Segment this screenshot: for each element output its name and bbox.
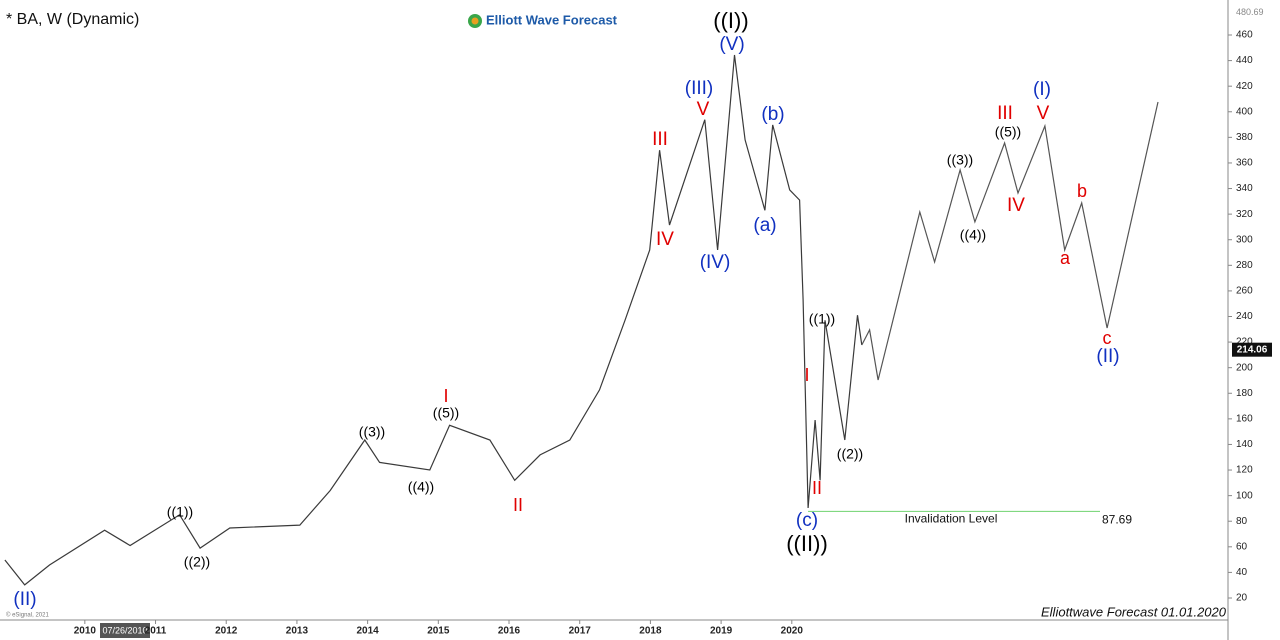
x-tick-label: 2019 (710, 626, 733, 637)
y-tick-label: 160 (1236, 413, 1253, 424)
footer: Elliottwave Forecast 01.01.2020 (1041, 604, 1227, 619)
invalidation-value: 87.69 (1102, 513, 1132, 527)
y-tick-label: 320 (1236, 209, 1253, 220)
y-tick-label: 240 (1236, 311, 1253, 322)
x-tick-label: 2014 (356, 626, 379, 637)
y-tick-label: 140 (1236, 439, 1253, 450)
wave-label: III (997, 103, 1013, 124)
y-tick-label: 360 (1236, 158, 1253, 169)
wave-label: IV (656, 229, 674, 250)
wave-label: (I) (1033, 79, 1051, 100)
copyright: © eSignal, 2021 (6, 612, 49, 619)
wave-label: II (812, 478, 822, 498)
y-tick-label: 180 (1236, 388, 1253, 399)
logo-text: Elliott Wave Forecast (486, 12, 618, 27)
wave-label: ((2)) (837, 446, 863, 462)
wave-label: I (804, 365, 809, 385)
cursor-date-box (100, 623, 150, 638)
wave-label: (III) (685, 78, 714, 99)
y-tick-label: 120 (1236, 465, 1253, 476)
y-tick-label: 60 (1236, 541, 1248, 552)
wave-label: (IV) (700, 252, 731, 273)
x-tick-label: 2018 (639, 626, 662, 637)
y-tick-label: 40 (1236, 567, 1248, 578)
wave-label: c (1103, 328, 1112, 348)
y-tick-label: 260 (1236, 286, 1253, 297)
wave-label: ((1)) (167, 504, 193, 520)
chart-title: * BA, W (Dynamic) (6, 11, 139, 28)
y-tick-label: 80 (1236, 516, 1248, 527)
invalidation-label: Invalidation Level (905, 512, 998, 526)
x-tick-label: 2017 (569, 626, 592, 637)
y-tick-label: 100 (1236, 490, 1253, 501)
wave-label: IV (1007, 195, 1025, 216)
y-tick-label: 440 (1236, 55, 1253, 66)
wave-label: (II) (1096, 346, 1119, 367)
x-tick-label: 2015 (427, 626, 450, 637)
price-line (861, 101, 1159, 381)
wave-label: V (1037, 103, 1050, 124)
y-tick-label: 460 (1236, 30, 1253, 41)
y-tick-label: 420 (1236, 81, 1253, 92)
logo-icon-center (471, 17, 479, 25)
y-tick-label: 280 (1236, 260, 1253, 271)
y-tick-label: 400 (1236, 106, 1253, 117)
wave-label: ((4)) (408, 479, 434, 495)
wave-label: ((I)) (713, 8, 748, 33)
wave-label: ((3)) (359, 424, 385, 440)
wave-label: (a) (753, 215, 776, 236)
x-tick-label: 2020 (781, 626, 804, 637)
y-tick-label: 300 (1236, 234, 1253, 245)
last-value-box (1232, 342, 1272, 357)
wave-label: b (1077, 181, 1087, 201)
wave-label: ((4)) (960, 227, 986, 243)
axis-top-value: 480.69 (1236, 7, 1264, 17)
wave-label: ((2)) (184, 554, 210, 570)
wave-label: ((5)) (433, 405, 459, 421)
x-tick-label: 2013 (286, 626, 309, 637)
y-tick-label: 200 (1236, 362, 1253, 373)
wave-label: (II) (13, 589, 36, 610)
price-line (4, 54, 863, 586)
wave-label: ((II)) (786, 531, 828, 556)
wave-label: (c) (796, 510, 818, 531)
last-value-label: 214.06 (1237, 344, 1268, 355)
cursor-date: 07/26/2010 (102, 625, 147, 635)
wave-label: III (652, 129, 668, 150)
wave-label: (V) (719, 34, 744, 55)
wave-label: a (1060, 248, 1071, 268)
y-tick-label: 20 (1236, 593, 1248, 604)
y-tick-label: 340 (1236, 183, 1253, 194)
wave-label: ((1)) (809, 311, 835, 327)
x-tick-label: 2011 (145, 626, 167, 637)
y-tick-label: 220 (1236, 337, 1253, 348)
wave-label: ((5)) (995, 124, 1021, 140)
wave-label: (b) (761, 104, 784, 125)
y-tick-label: 380 (1236, 132, 1253, 143)
x-tick-label: 2016 (498, 626, 521, 637)
x-tick-label: 2012 (215, 626, 238, 637)
wave-label: V (697, 99, 710, 120)
x-tick-label: 2010 (74, 626, 97, 637)
wave-label: I (443, 386, 448, 406)
wave-label: ((3)) (947, 152, 973, 168)
wave-label: II (513, 495, 523, 515)
